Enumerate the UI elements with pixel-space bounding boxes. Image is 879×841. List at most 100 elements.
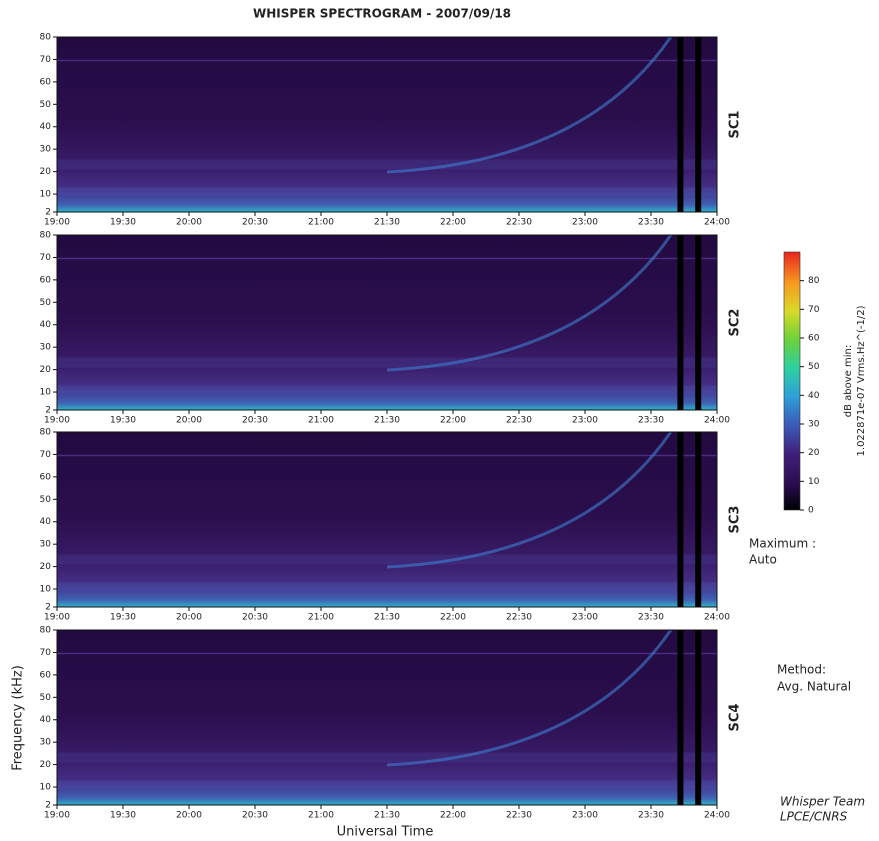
- x-tick-label: 19:30: [110, 416, 136, 426]
- y-tick-label: 30: [40, 540, 52, 550]
- spectrogram: [57, 432, 717, 607]
- x-tick-label: 24:00: [704, 218, 730, 228]
- x-tick-label: 21:00: [308, 811, 334, 821]
- spectro-curve: [386, 431, 673, 569]
- spectro-band: [57, 780, 717, 789]
- x-tick-label: 21:30: [374, 416, 400, 426]
- y-tick-label: 80: [40, 33, 52, 43]
- y-tick-label: 60: [40, 670, 52, 680]
- y-tick-label: 2: [45, 208, 51, 218]
- x-tick-label: 19:00: [44, 613, 70, 623]
- panel-label: SC3: [728, 506, 743, 534]
- spectro-gap: [677, 630, 684, 805]
- y-tick-label: 20: [40, 760, 52, 770]
- spectrogram: [57, 630, 717, 805]
- x-tick-label: 23:00: [572, 613, 598, 623]
- colorbar-tick-label: 60: [808, 334, 820, 344]
- note: Avg. Natural: [777, 680, 851, 694]
- y-tick-label: 2: [45, 801, 51, 811]
- x-tick-label: 20:00: [176, 416, 202, 426]
- colorbar-tick-label: 30: [808, 420, 820, 430]
- y-tick-label: 40: [40, 517, 52, 527]
- y-tick-label: 70: [40, 55, 52, 65]
- x-tick-label: 19:00: [44, 811, 70, 821]
- credit: Whisper Team: [780, 795, 865, 809]
- panel-label: SC2: [728, 309, 743, 337]
- colorbar-label: 1.022871e-07 Vrms.Hz^(-1/2): [856, 305, 867, 456]
- x-tick-label: 22:30: [506, 416, 532, 426]
- spectro-gap: [695, 630, 702, 805]
- y-tick-label: 10: [40, 585, 52, 595]
- colorbar-tick-label: 0: [808, 506, 814, 516]
- spectro-band: [57, 385, 717, 394]
- x-tick-label: 23:00: [572, 811, 598, 821]
- spectro-curve: [386, 629, 673, 767]
- x-tick-label: 22:30: [506, 613, 532, 623]
- colorbar-tick-label: 80: [808, 276, 820, 286]
- x-tick-label: 23:00: [572, 416, 598, 426]
- y-tick-label: 40: [40, 715, 52, 725]
- y-tick-label: 50: [40, 693, 52, 703]
- y-tick-label: 30: [40, 343, 52, 353]
- spectro-gap: [677, 235, 684, 410]
- x-tick-label: 22:30: [506, 811, 532, 821]
- spectro-band: [57, 59, 717, 62]
- panel-label: SC4: [728, 704, 743, 732]
- panel-label: SC1: [728, 111, 743, 139]
- y-tick-label: 10: [40, 190, 52, 200]
- y-tick-label: 50: [40, 100, 52, 110]
- note: Maximum :: [749, 537, 816, 551]
- y-tick-label: 50: [40, 495, 52, 505]
- x-tick-label: 21:00: [308, 416, 334, 426]
- spectro-band: [57, 652, 717, 655]
- y-tick-label: 10: [40, 783, 52, 793]
- x-tick-label: 20:30: [242, 416, 268, 426]
- colorbar: [783, 251, 801, 511]
- y-tick-label: 60: [40, 275, 52, 285]
- y-tick-label: 30: [40, 738, 52, 748]
- x-tick-label: 20:30: [242, 613, 268, 623]
- note: Method:: [777, 663, 826, 677]
- y-tick-label: 30: [40, 145, 52, 155]
- spectro-gap: [695, 432, 702, 607]
- spectro-band: [57, 257, 717, 260]
- x-tick-label: 23:30: [638, 811, 664, 821]
- spectro-band: [57, 752, 717, 763]
- chart-title: WHISPER SPECTROGRAM - 2007/09/18: [253, 7, 511, 21]
- x-tick-label: 21:00: [308, 218, 334, 228]
- x-tick-label: 20:00: [176, 613, 202, 623]
- y-tick-label: 40: [40, 320, 52, 330]
- x-tick-label: 19:00: [44, 218, 70, 228]
- x-tick-label: 20:30: [242, 218, 268, 228]
- x-tick-label: 19:00: [44, 416, 70, 426]
- spectro-band: [57, 582, 717, 591]
- y-tick-label: 80: [40, 231, 52, 241]
- y-tick-label: 80: [40, 626, 52, 636]
- x-tick-label: 23:30: [638, 613, 664, 623]
- y-tick-label: 10: [40, 388, 52, 398]
- spectro-curve: [386, 234, 673, 372]
- y-axis-label: Frequency (kHz): [11, 665, 26, 771]
- x-tick-label: 24:00: [704, 416, 730, 426]
- spectro-gap: [677, 432, 684, 607]
- colorbar-tick-label: 40: [808, 391, 820, 401]
- y-tick-label: 2: [45, 406, 51, 416]
- note: Auto: [749, 553, 777, 567]
- colorbar-tick-label: 10: [808, 477, 820, 487]
- spectro-gap: [677, 37, 684, 212]
- spectrogram: [57, 235, 717, 410]
- x-tick-label: 22:00: [440, 218, 466, 228]
- x-tick-label: 21:30: [374, 218, 400, 228]
- spectro-band: [57, 187, 717, 196]
- y-tick-label: 70: [40, 253, 52, 263]
- x-tick-label: 21:00: [308, 613, 334, 623]
- y-tick-label: 2: [45, 603, 51, 613]
- x-tick-label: 23:30: [638, 416, 664, 426]
- x-tick-label: 23:00: [572, 218, 598, 228]
- x-tick-label: 20:30: [242, 811, 268, 821]
- x-tick-label: 21:30: [374, 811, 400, 821]
- x-tick-label: 19:30: [110, 218, 136, 228]
- spectro-curve: [386, 36, 673, 174]
- colorbar-tick-label: 50: [808, 362, 820, 372]
